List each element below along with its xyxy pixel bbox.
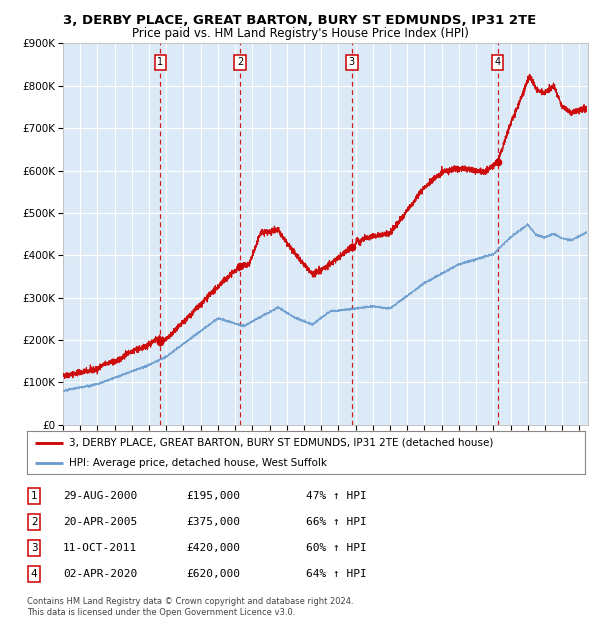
Text: 4: 4 [31, 569, 38, 579]
Text: 2: 2 [237, 58, 244, 68]
Text: 11-OCT-2011: 11-OCT-2011 [63, 543, 137, 553]
Text: 64% ↑ HPI: 64% ↑ HPI [306, 569, 367, 579]
Text: Contains HM Land Registry data © Crown copyright and database right 2024.
This d: Contains HM Land Registry data © Crown c… [27, 598, 353, 617]
Text: 47% ↑ HPI: 47% ↑ HPI [306, 491, 367, 501]
Text: £375,000: £375,000 [186, 517, 240, 527]
Text: 20-APR-2005: 20-APR-2005 [63, 517, 137, 527]
Text: 02-APR-2020: 02-APR-2020 [63, 569, 137, 579]
Text: Price paid vs. HM Land Registry's House Price Index (HPI): Price paid vs. HM Land Registry's House … [131, 27, 469, 40]
Text: 3: 3 [349, 58, 355, 68]
Text: 1: 1 [31, 491, 38, 501]
Text: £620,000: £620,000 [186, 569, 240, 579]
Text: 3, DERBY PLACE, GREAT BARTON, BURY ST EDMUNDS, IP31 2TE (detached house): 3, DERBY PLACE, GREAT BARTON, BURY ST ED… [69, 438, 493, 448]
Text: 4: 4 [494, 58, 500, 68]
Text: HPI: Average price, detached house, West Suffolk: HPI: Average price, detached house, West… [69, 458, 327, 469]
Text: 3: 3 [31, 543, 38, 553]
Text: £420,000: £420,000 [186, 543, 240, 553]
Text: 29-AUG-2000: 29-AUG-2000 [63, 491, 137, 501]
Text: 66% ↑ HPI: 66% ↑ HPI [306, 517, 367, 527]
Text: 60% ↑ HPI: 60% ↑ HPI [306, 543, 367, 553]
Text: 1: 1 [157, 58, 163, 68]
Text: 3, DERBY PLACE, GREAT BARTON, BURY ST EDMUNDS, IP31 2TE: 3, DERBY PLACE, GREAT BARTON, BURY ST ED… [64, 14, 536, 27]
Text: 2: 2 [31, 517, 38, 527]
Text: £195,000: £195,000 [186, 491, 240, 501]
